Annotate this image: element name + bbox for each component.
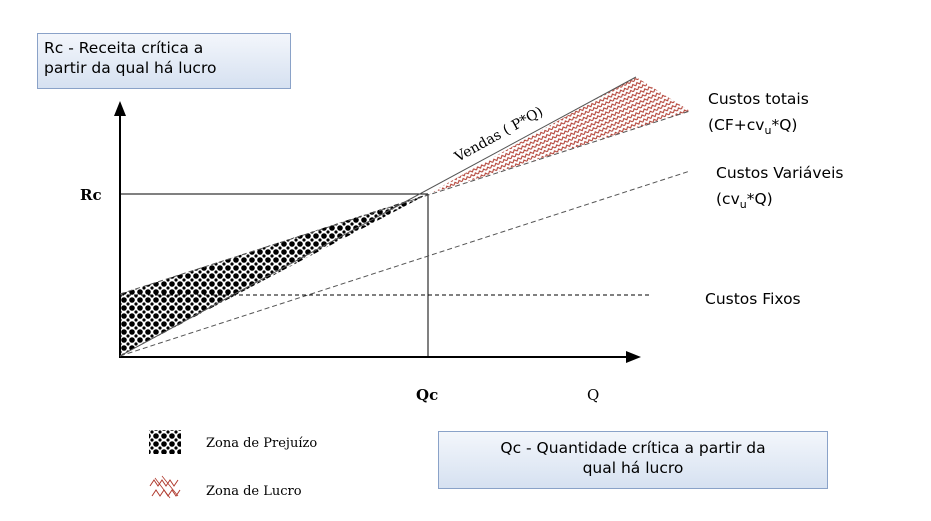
rc-callout-line-2: partir da qual há lucro	[44, 59, 217, 77]
qc-callout: Qc - Quantidade crítica a partir da qual…	[438, 431, 828, 489]
qc-label: Qc	[416, 386, 438, 404]
fixed-costs-label: Custos Fixos	[705, 290, 801, 308]
total-costs-line	[119, 110, 691, 295]
legend-profit-label: Zona de Lucro	[206, 484, 302, 499]
loss-zone	[120, 194, 428, 356]
variable-costs-label-1: Custos Variáveis	[716, 164, 843, 182]
rc-callout-line-1: Rc - Receita crítica a	[44, 39, 204, 57]
x-axis-arrow	[626, 351, 641, 363]
sales-line	[119, 76, 637, 357]
q-label: Q	[587, 386, 599, 404]
legend-loss-label: Zona de Prejuízo	[206, 436, 317, 451]
qc-callout-line-1: Qc - Quantidade crítica a partir da	[500, 439, 766, 457]
qc-callout-line-2: qual há lucro	[582, 459, 684, 477]
y-axis-arrow	[114, 101, 126, 116]
total-costs-label-1: Custos totais	[708, 90, 809, 108]
legend-profit-swatch	[149, 475, 181, 499]
total-costs-label-2: (CF+cvu*Q)	[708, 116, 797, 137]
variable-costs-label-2: (cvu*Q)	[716, 190, 773, 211]
rc-label: Rc	[80, 186, 102, 204]
profit-zone	[428, 77, 690, 194]
rc-callout: Rc - Receita crítica a partir da qual há…	[37, 33, 291, 89]
variable-costs-line	[119, 170, 691, 357]
legend-loss-swatch	[149, 430, 181, 454]
